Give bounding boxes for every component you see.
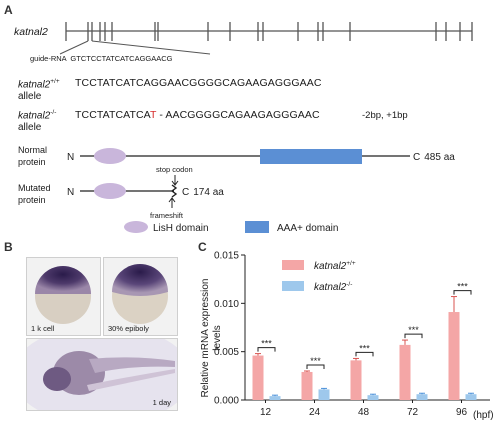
legend-ko-swatch bbox=[282, 281, 304, 291]
significance-stars: *** bbox=[457, 282, 468, 292]
gene-name: katnal2 bbox=[14, 26, 48, 38]
panel-c-letter: C bbox=[198, 240, 207, 254]
x-axis-unit-label: (hpf) bbox=[473, 410, 494, 421]
significance-bracket bbox=[453, 290, 472, 295]
y-tick-label: 0.015 bbox=[214, 251, 239, 262]
y-tick-label: 0.005 bbox=[214, 347, 239, 358]
embryo-photo-30-epiboly: 30% epiboly bbox=[103, 257, 178, 336]
allele-wt-label: katnal2+/+ allele bbox=[18, 78, 60, 103]
legend-ko-label: katnal2-/- bbox=[314, 281, 352, 293]
mutation-note: -2bp, +1bp bbox=[362, 110, 408, 121]
bar-wt-24 bbox=[301, 371, 313, 400]
y-tick-label: 0.010 bbox=[214, 299, 239, 310]
significance-bracket bbox=[355, 351, 374, 357]
x-tick-label: 48 bbox=[358, 407, 370, 418]
mutated-n-term: N bbox=[67, 187, 74, 198]
normal-protein-label: Normal protein bbox=[18, 145, 48, 167]
photo-caption-30-epiboly: 30% epiboly bbox=[108, 324, 149, 333]
significance-bracket bbox=[404, 333, 423, 339]
bar-ko-96 bbox=[465, 394, 477, 400]
mutated-protein-label: Mutated protein bbox=[18, 183, 51, 205]
embryo-photo-1-day: 1 day bbox=[26, 338, 178, 411]
y-axis-label-line2: levels bbox=[212, 325, 223, 351]
bar-ko-24 bbox=[318, 389, 330, 400]
significance-stars: *** bbox=[359, 343, 370, 353]
photo-caption-1-day: 1 day bbox=[152, 398, 171, 407]
significance-stars: *** bbox=[310, 356, 321, 366]
normal-lish-domain bbox=[94, 148, 126, 164]
bar-ko-12 bbox=[269, 396, 281, 400]
x-tick-label: 72 bbox=[407, 407, 419, 418]
photo-caption-1k-cell: 1 k cell bbox=[31, 324, 55, 333]
embryo-1-day-image bbox=[27, 339, 177, 410]
allele-ko-sequence: TCCTATCATCAT - AACGGGGCAGAAGAGGGAAC bbox=[75, 109, 320, 121]
y-axis-label-line1: Relative mRNA expression bbox=[200, 279, 211, 398]
embryo-photo-1k-cell: 1 k cell bbox=[26, 257, 101, 336]
legend-lish-swatch bbox=[124, 221, 148, 233]
chart-legend: katnal2+/+ katnal2-/- bbox=[282, 260, 356, 293]
frameshift-mark bbox=[170, 184, 178, 198]
legend-wt-label: katnal2+/+ bbox=[314, 260, 356, 272]
allele-wt-sequence: TCCTATCATCAGGAACGGGGCAGAAGAGGGAAC bbox=[75, 77, 322, 89]
significance-bracket bbox=[257, 347, 276, 352]
inserted-base: T bbox=[149, 109, 157, 121]
legend-lish-label: LisH domain bbox=[153, 223, 209, 234]
legend-aaa-label: AAA+ domain bbox=[277, 223, 338, 234]
embryo-1k-cell-image bbox=[35, 266, 91, 324]
panel-a-letter: A bbox=[4, 3, 13, 17]
x-tick-label: 24 bbox=[309, 407, 321, 418]
stop-codon-label: stop codon bbox=[156, 165, 193, 174]
bar-wt-12 bbox=[252, 355, 264, 400]
legend-wt-swatch bbox=[282, 260, 304, 270]
legend-aaa-swatch bbox=[245, 221, 269, 233]
gene-structure-diagram bbox=[59, 22, 473, 55]
protein-diagram: N C 485 aa N C 174 aa stop codon frameshif… bbox=[67, 148, 455, 234]
guide-pointer-left bbox=[59, 40, 89, 55]
mutated-lish-domain bbox=[94, 183, 126, 199]
bar-wt-48 bbox=[350, 360, 362, 400]
embryo-30-epiboly-image bbox=[112, 264, 168, 324]
bar-wt-96 bbox=[448, 312, 460, 400]
panel-b-letter: B bbox=[4, 240, 13, 254]
guide-pointer-right bbox=[91, 40, 211, 55]
significance-bracket bbox=[306, 364, 325, 369]
exons bbox=[65, 22, 473, 41]
significance-stars: *** bbox=[261, 339, 272, 349]
x-tick-label: 12 bbox=[260, 407, 272, 418]
normal-c-term: C 485 aa bbox=[413, 152, 455, 163]
normal-n-term: N bbox=[67, 152, 74, 163]
allele-ko-label: katnal2-/- allele bbox=[18, 109, 57, 134]
bar-ko-72 bbox=[416, 394, 428, 400]
frameshift-label: frameshift bbox=[150, 211, 184, 220]
x-tick-label: 96 bbox=[456, 407, 468, 418]
mutated-c-term: C 174 aa bbox=[182, 187, 224, 198]
normal-aaa-domain bbox=[260, 149, 362, 164]
bar-ko-48 bbox=[367, 395, 379, 400]
significance-stars: *** bbox=[408, 325, 419, 335]
bar-wt-72 bbox=[399, 344, 411, 400]
y-tick-label: 0.000 bbox=[214, 396, 239, 407]
guide-rna-label: guide-RNA GTCTCCTATCATCAGGAACG bbox=[30, 54, 173, 63]
